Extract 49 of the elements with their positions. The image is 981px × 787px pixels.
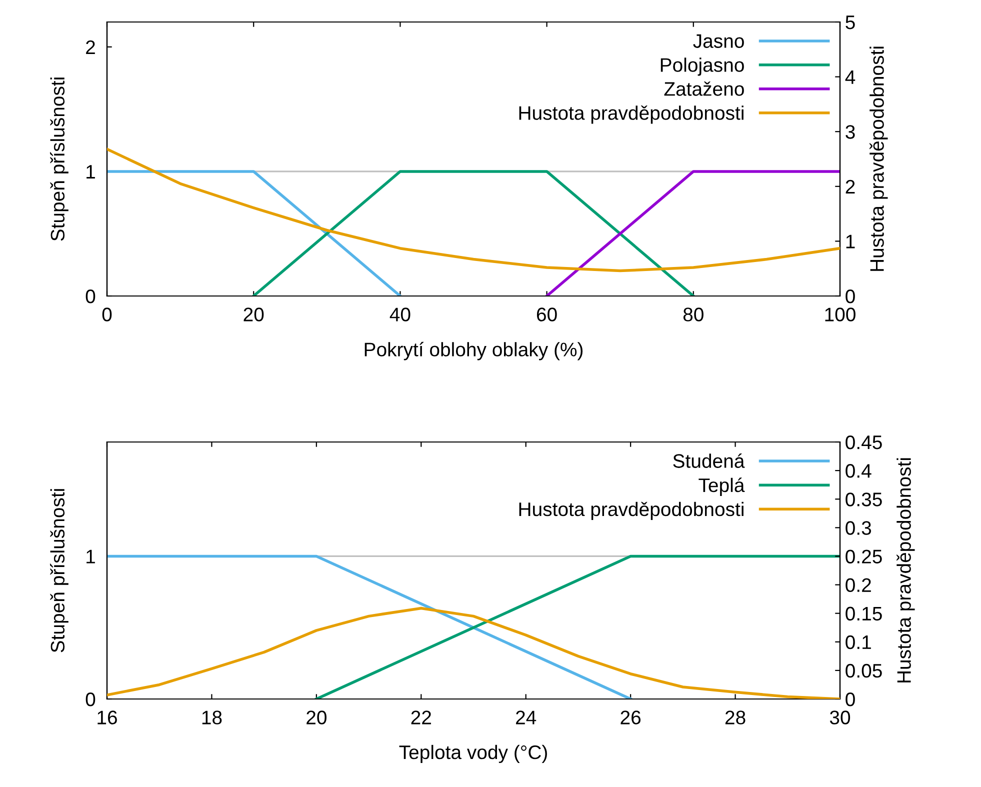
x-tick-label: 100 — [825, 308, 856, 322]
x-tick-label: 60 — [536, 308, 557, 322]
y-axis-title: Stupeň příslušnosti — [50, 78, 68, 241]
y2-tick-label: 0.1 — [846, 635, 871, 650]
x-tick-label: 20 — [244, 308, 264, 322]
y-axis-title: Stupeň příslušnosti — [50, 489, 68, 652]
y2-axis-title: Hustota pravděpodobnosti — [870, 46, 888, 271]
y2-tick-label: 5 — [846, 16, 855, 30]
legend-label: Teplá — [698, 478, 745, 496]
x-tick-label: 28 — [725, 710, 746, 724]
y-tick-label: 2 — [86, 40, 95, 54]
legend-label: Jasno — [693, 34, 744, 48]
y2-axis-title: Hustota pravděpodobnosti — [896, 458, 915, 682]
y2-tick-label: 2 — [846, 180, 855, 194]
y-tick-label: 0 — [86, 692, 96, 706]
line-series — [107, 148, 840, 272]
x-axis-title: Pokrytí oblohy oblaky (%) — [364, 342, 583, 360]
y2-tick-label: 4 — [845, 70, 856, 84]
y-tick-label: 0 — [86, 289, 96, 304]
y2-tick-label: 0.35 — [846, 492, 882, 506]
x-tick-label: 20 — [306, 710, 326, 724]
x-tick-label: 18 — [202, 710, 222, 724]
x-tick-label: 22 — [411, 710, 431, 724]
y2-tick-label: 0.3 — [846, 521, 872, 535]
legend-label: Polojasno — [660, 58, 744, 76]
x-tick-label: 16 — [98, 710, 117, 724]
legend-label: Studená — [673, 453, 745, 468]
legend-label: Zataženo — [664, 82, 744, 96]
x-tick-label: 24 — [516, 710, 536, 724]
y-tick-label: 1 — [86, 165, 95, 178]
y2-tick-label: 0.05 — [846, 664, 882, 678]
y2-tick-label: 0.4 — [846, 464, 872, 478]
y2-tick-label: 0 — [846, 289, 855, 304]
x-tick-label: 40 — [390, 308, 410, 322]
y-tick-label: 1 — [86, 550, 95, 564]
y2-tick-label: 0.2 — [846, 578, 871, 592]
y2-tick-label: 0.15 — [846, 606, 882, 621]
legend-label: Hustota pravděpodobnosti — [519, 106, 744, 124]
y2-tick-label: 0 — [846, 692, 855, 706]
y2-tick-label: 1 — [846, 234, 855, 248]
y2-tick-label: 0.45 — [846, 435, 882, 450]
x-tick-label: 0 — [102, 308, 112, 322]
y2-tick-label: 3 — [846, 125, 855, 139]
legend-label: Hustota pravděpodobnosti — [519, 502, 744, 520]
y2-tick-label: 0.25 — [846, 550, 882, 564]
x-tick-label: 30 — [830, 710, 850, 724]
x-axis-title: Teplota vody (°C) — [399, 744, 547, 764]
x-tick-label: 26 — [620, 710, 641, 724]
x-tick-label: 80 — [683, 308, 704, 322]
